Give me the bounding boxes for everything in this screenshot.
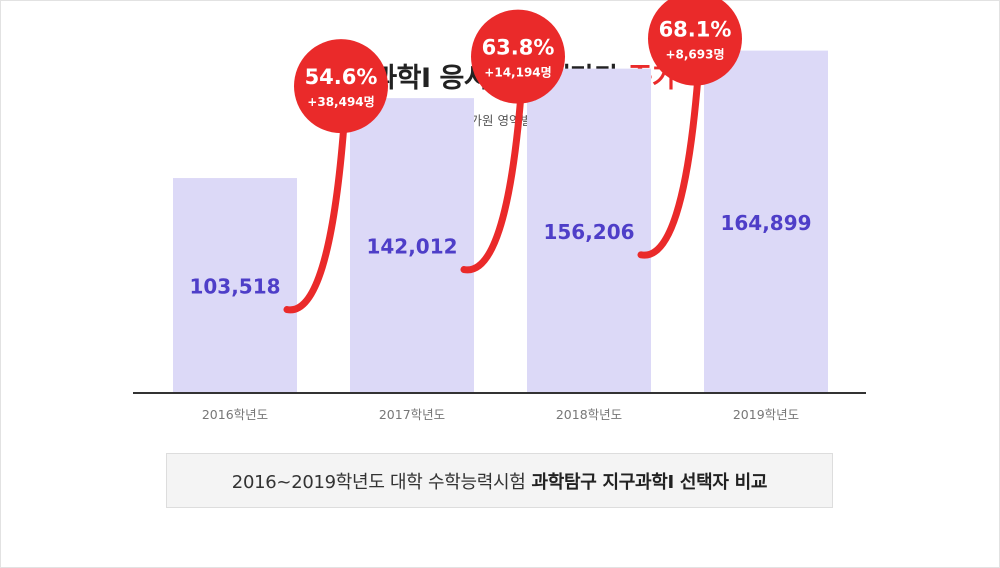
bar-value-label: 156,206 bbox=[543, 220, 634, 244]
growth-change: +14,194명 bbox=[484, 66, 551, 80]
growth-change: +8,693명 bbox=[665, 48, 724, 62]
bar-value-label: 103,518 bbox=[189, 275, 280, 299]
bar bbox=[173, 178, 297, 393]
growth-circle bbox=[294, 39, 388, 134]
x-tick-label: 2017학년도 bbox=[379, 407, 445, 422]
growth-percent: 54.6% bbox=[305, 65, 378, 89]
x-tick-label: 2018학년도 bbox=[556, 407, 622, 422]
growth-circle bbox=[648, 0, 742, 86]
growth-change: +38,494명 bbox=[307, 95, 374, 109]
growth-percent: 63.8% bbox=[482, 36, 555, 60]
growth-arrow bbox=[637, 73, 702, 259]
bar bbox=[704, 50, 828, 394]
bar-value-label: 142,012 bbox=[366, 235, 457, 259]
caption-bold: 과학탐구 지구과학Ⅰ 선택자 비교 bbox=[531, 471, 768, 493]
caption-box: 2016~2019학년도 대학 수학능력시험 과학탐구 지구과학Ⅰ 선택자 비교 bbox=[166, 453, 833, 508]
bar-value-label: 164,899 bbox=[720, 211, 811, 235]
bar bbox=[350, 98, 474, 393]
growth-percent: 68.1% bbox=[659, 18, 732, 42]
growth-circle bbox=[471, 9, 565, 104]
growth-arrow bbox=[283, 120, 348, 314]
x-tick-label: 2016학년도 bbox=[202, 407, 268, 422]
x-tick-label: 2019학년도 bbox=[733, 407, 799, 422]
bar bbox=[527, 68, 651, 394]
growth-arrow bbox=[460, 91, 525, 274]
caption-normal: 2016~2019학년도 대학 수학능력시험 bbox=[231, 471, 526, 493]
